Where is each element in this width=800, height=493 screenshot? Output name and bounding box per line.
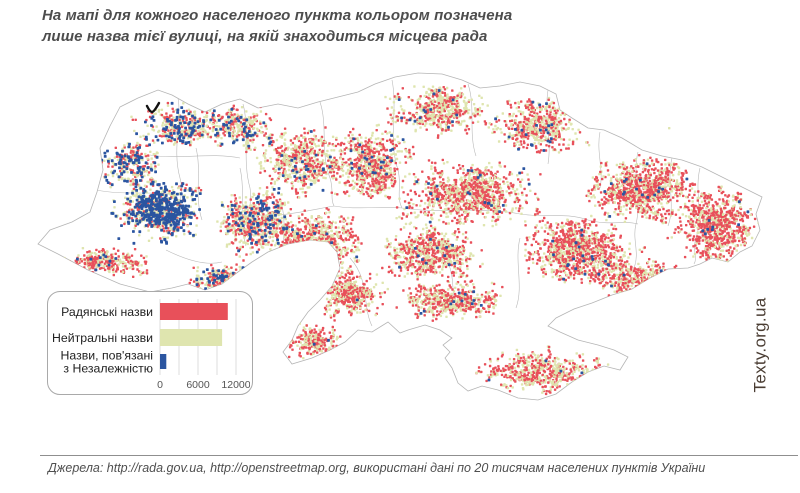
chart-title-line2: лише назва тієї вулиці, на якій знаходит…	[42, 28, 488, 45]
legend-tick-6000: 6000	[186, 379, 210, 391]
legend-bar-0	[160, 303, 228, 320]
legend-tick-12000: 12000	[221, 379, 250, 391]
legend-label-0: Радянські назви	[61, 305, 153, 319]
check-marker-icon	[145, 101, 161, 114]
sources-note: Джерела: http://rada.gov.ua, http://open…	[48, 461, 706, 475]
stray-dots-layer	[668, 127, 671, 130]
legend-label-2a: Назви, пов'язані	[61, 349, 154, 363]
legend-bar-2	[160, 354, 167, 369]
site-watermark: Texty.org.ua	[750, 297, 770, 393]
footer-divider	[40, 455, 798, 456]
legend-bar-1	[160, 329, 223, 346]
legend-tick-0: 0	[157, 379, 163, 391]
legend-label-1: Нейтральні назви	[52, 331, 153, 345]
legend-chart-svg: Радянські назви Нейтральні назви Назви, по…	[52, 299, 250, 391]
legend-label-2b: з Незалежністю	[63, 362, 153, 376]
chart-title-line1: На мапі для кожного населеного пункта ко…	[42, 7, 513, 24]
settlement-dots-layer	[59, 85, 760, 396]
chart-title: На мапі для кожного населеного пункта ко…	[42, 5, 602, 47]
legend-bar-chart: Радянські назви Нейтральні назви Назви, по…	[47, 291, 253, 395]
country-outline	[37, 72, 763, 401]
